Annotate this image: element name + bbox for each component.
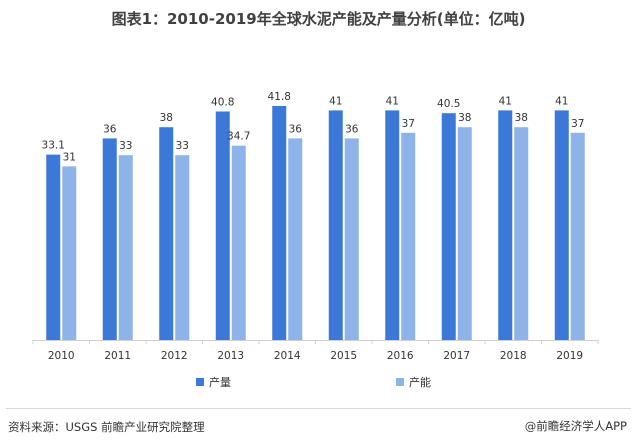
legend-label-output: 产量 bbox=[209, 376, 231, 389]
bar-output-2019 bbox=[554, 110, 569, 341]
data-label-capacity-2019: 37 bbox=[571, 118, 584, 130]
x-tick-label-2010: 2010 bbox=[48, 350, 75, 362]
data-label-capacity-2018: 38 bbox=[515, 112, 528, 124]
bar-capacity-2018 bbox=[514, 127, 529, 340]
data-label-capacity-2014: 36 bbox=[289, 123, 303, 135]
bar-output-2016 bbox=[385, 110, 400, 341]
bar-capacity-2015 bbox=[344, 138, 359, 340]
x-tick-label-2011: 2011 bbox=[104, 350, 131, 362]
x-tick-label-2016: 2016 bbox=[387, 350, 414, 362]
data-label-output-2010: 33.1 bbox=[42, 140, 65, 152]
data-label-capacity-2015: 36 bbox=[345, 123, 359, 135]
data-label-output-2019: 41 bbox=[555, 95, 568, 107]
data-label-output-2017: 40.5 bbox=[437, 98, 460, 110]
bar-output-2012 bbox=[159, 127, 174, 340]
data-label-capacity-2011: 33 bbox=[119, 140, 132, 152]
bar-output-2011 bbox=[102, 138, 117, 340]
data-label-capacity-2017: 38 bbox=[458, 112, 471, 124]
data-label-output-2015: 41 bbox=[329, 95, 342, 107]
data-label-capacity-2013: 34.7 bbox=[227, 131, 250, 143]
legend-label-capacity: 产能 bbox=[409, 376, 431, 389]
x-tick-label-2017: 2017 bbox=[443, 350, 470, 362]
bar-chart: 33.1312010363320113833201240.834.7201341… bbox=[32, 91, 599, 362]
x-tick-label-2013: 2013 bbox=[217, 350, 244, 362]
x-tick-label-2018: 2018 bbox=[500, 350, 527, 362]
x-tick-label-2014: 2014 bbox=[274, 350, 301, 362]
data-label-capacity-2016: 37 bbox=[402, 118, 415, 130]
data-label-capacity-2012: 33 bbox=[176, 140, 189, 152]
bar-output-2015 bbox=[328, 110, 343, 341]
bar-output-2013 bbox=[215, 111, 230, 341]
bar-capacity-2012 bbox=[175, 155, 190, 340]
chart-title: 图表1：2010-2019年全球水泥产能及产量分析(单位：亿吨) bbox=[111, 10, 526, 28]
data-label-output-2018: 41 bbox=[499, 95, 512, 107]
bar-capacity-2010 bbox=[62, 166, 77, 340]
data-label-output-2014: 41.8 bbox=[268, 91, 291, 103]
data-label-output-2012: 38 bbox=[160, 112, 173, 124]
data-label-capacity-2010: 31 bbox=[63, 151, 76, 163]
footer-divider bbox=[6, 408, 631, 409]
bar-capacity-2011 bbox=[118, 155, 133, 340]
data-label-output-2013: 40.8 bbox=[211, 97, 234, 109]
legend-swatch-output bbox=[196, 378, 204, 386]
x-tick-label-2019: 2019 bbox=[556, 350, 583, 362]
brand-text: @前瞻经济学人APP bbox=[524, 419, 627, 433]
bar-capacity-2014 bbox=[288, 138, 303, 340]
bar-capacity-2019 bbox=[570, 132, 585, 340]
legend-swatch-capacity bbox=[396, 378, 404, 386]
brand-credit: @前瞻经济学人APP bbox=[525, 418, 627, 434]
legend-item-output: 产量 bbox=[196, 374, 231, 390]
bar-output-2010 bbox=[46, 154, 61, 340]
bar-output-2014 bbox=[272, 105, 287, 340]
bar-output-2017 bbox=[441, 113, 456, 340]
bar-output-2018 bbox=[498, 110, 513, 341]
source-note: 资料来源：USGS 前瞻产业研究院整理 bbox=[8, 420, 205, 434]
legend: 产量 产能 bbox=[0, 374, 637, 392]
bar-capacity-2016 bbox=[401, 132, 416, 340]
x-tick-label-2012: 2012 bbox=[161, 350, 188, 362]
x-tick-label-2015: 2015 bbox=[330, 350, 357, 362]
data-label-output-2016: 41 bbox=[386, 95, 399, 107]
legend-item-capacity: 产能 bbox=[396, 374, 431, 390]
bar-capacity-2017 bbox=[457, 127, 472, 340]
data-label-output-2011: 36 bbox=[103, 123, 117, 135]
bar-capacity-2013 bbox=[231, 145, 246, 340]
